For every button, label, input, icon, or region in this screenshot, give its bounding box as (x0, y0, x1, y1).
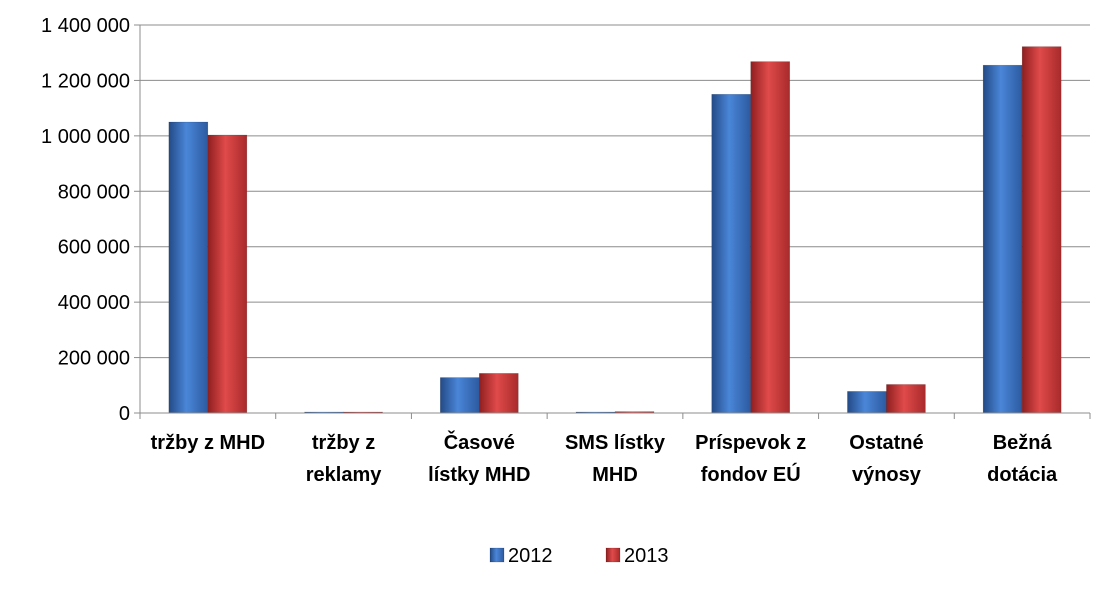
x-category-label: Časové lístky MHD (428, 430, 530, 486)
y-axis: 0 200 000 400 000 600 000 800 000 1 000 000 1 … (41, 15, 141, 425)
bar-2012-5 (847, 391, 887, 414)
bar-2012-4 (711, 94, 751, 414)
legend-label-2013: 2013 (624, 545, 669, 567)
bar-2012-6 (982, 64, 1023, 414)
y-tick-label: 800 000 (58, 181, 130, 203)
x-category-label: tržby z MHD (151, 432, 265, 454)
y-tick-label: 1 000 000 (41, 126, 130, 148)
bar-2013-2 (479, 373, 519, 414)
bars (168, 46, 1062, 414)
x-category-label: Ostatné výnosy (849, 432, 923, 486)
y-tick-label: 400 000 (58, 292, 130, 314)
legend-swatch-2013 (605, 547, 621, 563)
bar-2013-6 (1021, 46, 1062, 414)
y-tick-label: 1 400 000 (41, 15, 130, 37)
bar-2012-2 (440, 377, 480, 414)
y-tick-label: 200 000 (58, 348, 130, 370)
x-axis: tržby z MHD tržby z reklamy Časové lístky MH… (139, 412, 1091, 486)
x-category-label: Bežná dotácia (987, 432, 1058, 486)
bar-2013-0 (207, 134, 248, 414)
legend-label-2012: 2012 (508, 545, 553, 567)
bar-2013-5 (886, 384, 926, 414)
bar-2013-4 (750, 61, 790, 414)
legend: 2012 2013 (489, 545, 669, 567)
bar-2012-0 (168, 121, 209, 414)
y-tick-label: 1 200 000 (41, 70, 130, 92)
y-tick-label: 0 (119, 403, 130, 425)
x-category-label: Príspevok z fondov EÚ (695, 432, 806, 486)
legend-swatch-2012 (489, 547, 505, 563)
x-category-label: tržby z reklamy (306, 432, 382, 486)
y-tick-label: 600 000 (58, 237, 130, 259)
gridlines (140, 24, 1090, 414)
x-category-label: SMS lístky MHD (565, 432, 666, 486)
